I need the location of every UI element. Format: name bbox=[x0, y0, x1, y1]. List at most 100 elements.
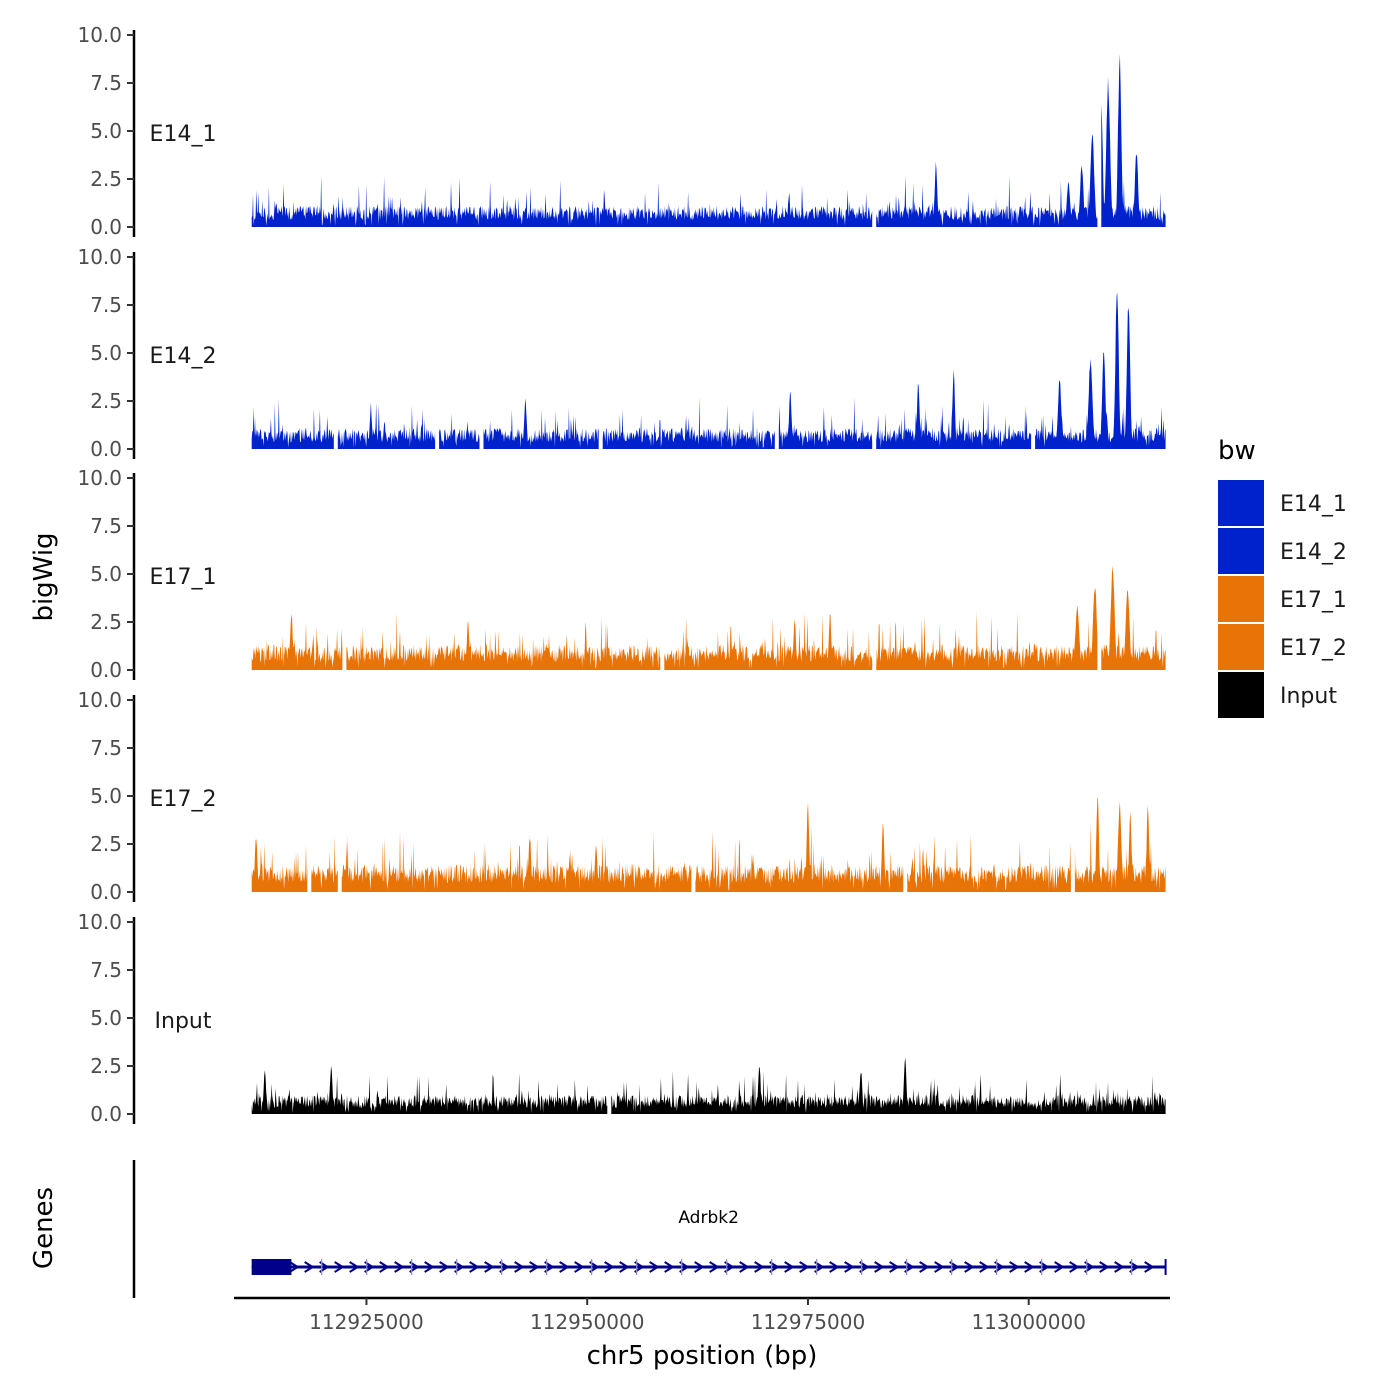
x-tick-label: 113000000 bbox=[971, 1310, 1086, 1334]
track-E17_2: 0.0 2.5 5.0 7.5 10.0 E17_2 bbox=[77, 688, 1166, 904]
y-tick-label: 5.0 bbox=[90, 119, 122, 143]
track-label-Input: Input bbox=[155, 1009, 212, 1034]
strand-arrow bbox=[649, 1261, 659, 1273]
signal-area-Input bbox=[251, 1065, 608, 1114]
x-tick-label: 112950000 bbox=[530, 1310, 645, 1334]
strand-arrow bbox=[1009, 1261, 1019, 1273]
y-tick-label: 5.0 bbox=[90, 784, 122, 808]
x-axis-ticks: 112925000 112950000 112975000 113000000 bbox=[309, 1298, 1086, 1334]
track-label-E14_1: E14_1 bbox=[150, 122, 217, 147]
y-tick-label: 10.0 bbox=[77, 466, 122, 490]
strand-arrow bbox=[799, 1261, 809, 1273]
strand-arrow bbox=[904, 1261, 914, 1273]
strand-arrow bbox=[454, 1261, 464, 1273]
y-tick-label: 2.5 bbox=[90, 832, 122, 856]
strand-arrow bbox=[664, 1261, 674, 1273]
signal-area-E17_2 bbox=[311, 835, 338, 892]
signal-area-E17_1 bbox=[251, 614, 343, 670]
signal-area-E14_1 bbox=[1101, 54, 1166, 227]
strand-arrow bbox=[859, 1261, 869, 1273]
signal-area-Input bbox=[611, 1057, 1166, 1114]
strand-arrow bbox=[334, 1261, 344, 1273]
y-tick-label: 0.0 bbox=[90, 880, 122, 904]
strand-arrow bbox=[709, 1261, 719, 1273]
strand-arrow bbox=[364, 1261, 374, 1273]
strand-arrow bbox=[1024, 1261, 1034, 1273]
gene-label: Adrbk2 bbox=[678, 1208, 739, 1228]
strand-arrow bbox=[439, 1261, 449, 1273]
signal-area-E14_2 bbox=[337, 402, 436, 449]
strand-arrow bbox=[814, 1261, 824, 1273]
x-tick-label: 112925000 bbox=[309, 1310, 424, 1334]
track-label-E14_2: E14_2 bbox=[150, 344, 217, 369]
strand-arrow bbox=[319, 1261, 329, 1273]
signal-area-E14_2 bbox=[483, 398, 599, 449]
legend-label-Input: Input bbox=[1280, 684, 1337, 709]
strand-arrow bbox=[589, 1261, 599, 1273]
track-Input: 0.0 2.5 5.0 7.5 10.0 Input bbox=[77, 910, 1166, 1126]
signal-area-E14_2 bbox=[251, 399, 334, 449]
strand-arrow bbox=[994, 1261, 1004, 1273]
signal-area-E14_2 bbox=[1035, 292, 1166, 449]
strand-arrow bbox=[349, 1261, 359, 1273]
strand-arrow bbox=[1144, 1261, 1154, 1273]
track-E14_1: 0.0 2.5 5.0 7.5 10.0 E14_1 bbox=[77, 23, 1166, 239]
y-tick-label: 7.5 bbox=[90, 71, 122, 95]
strand-arrow bbox=[1114, 1261, 1124, 1273]
signal-area-E14_1 bbox=[876, 134, 1098, 227]
strand-arrow bbox=[469, 1261, 479, 1273]
x-axis-title: chr5 position (bp) bbox=[587, 1341, 818, 1371]
strand-arrow bbox=[1039, 1261, 1049, 1273]
legend-swatch-E17_1 bbox=[1218, 576, 1264, 622]
strand-arrow bbox=[919, 1261, 929, 1273]
strand-arrow bbox=[424, 1261, 434, 1273]
legend-swatch-E14_2 bbox=[1218, 528, 1264, 574]
signal-area-E17_1 bbox=[1101, 565, 1166, 670]
signal-area-E17_2 bbox=[251, 839, 308, 892]
signal-area-E17_1 bbox=[664, 612, 873, 670]
y-tick-label: 0.0 bbox=[90, 215, 122, 239]
signal-area-E17_2 bbox=[1074, 797, 1166, 892]
strand-arrow bbox=[394, 1261, 404, 1273]
track-E17_1: 0.0 2.5 5.0 7.5 10.0 E17_1 bbox=[77, 466, 1166, 682]
strand-arrow bbox=[1054, 1261, 1064, 1273]
legend-label-E14_1: E14_1 bbox=[1280, 492, 1347, 517]
y-tick-label: 5.0 bbox=[90, 1006, 122, 1030]
strand-arrow bbox=[1069, 1261, 1079, 1273]
signal-area-E17_1 bbox=[346, 611, 661, 670]
strand-arrow bbox=[874, 1261, 884, 1273]
y-tick-label: 7.5 bbox=[90, 736, 122, 760]
y-tick-label: 0.0 bbox=[90, 1102, 122, 1126]
legend-label-E17_1: E17_1 bbox=[1280, 588, 1347, 613]
signal-area-E17_1 bbox=[876, 587, 1098, 670]
strand-arrow bbox=[484, 1261, 494, 1273]
strand-arrow bbox=[409, 1261, 419, 1273]
strand-arrow bbox=[769, 1261, 779, 1273]
y-tick-label: 10.0 bbox=[77, 910, 122, 934]
strand-arrow bbox=[784, 1261, 794, 1273]
strand-arrow bbox=[679, 1261, 689, 1273]
strand-arrow bbox=[304, 1261, 314, 1273]
strand-arrow bbox=[889, 1261, 899, 1273]
signal-area-E14_2 bbox=[876, 369, 1032, 449]
legend: bw E14_1 E14_2 E17_1 E17_2 Input bbox=[1218, 436, 1347, 718]
legend-swatch-E14_1 bbox=[1218, 480, 1264, 526]
y-tick-label: 2.5 bbox=[90, 167, 122, 191]
strand-arrow bbox=[529, 1261, 539, 1273]
strand-arrow bbox=[1099, 1261, 1109, 1273]
y-tick-label: 2.5 bbox=[90, 389, 122, 413]
y-tick-label: 10.0 bbox=[77, 245, 122, 269]
signal-area-E17_2 bbox=[907, 834, 1071, 892]
strand-arrow bbox=[934, 1261, 944, 1273]
y-tick-label: 2.5 bbox=[90, 1054, 122, 1078]
y-tick-label: 7.5 bbox=[90, 293, 122, 317]
strand-arrow bbox=[379, 1261, 389, 1273]
strand-arrow bbox=[559, 1261, 569, 1273]
legend-swatch-Input bbox=[1218, 672, 1264, 718]
signal-area-E14_2 bbox=[439, 413, 480, 449]
strand-arrow bbox=[574, 1261, 584, 1273]
strand-arrow bbox=[724, 1261, 734, 1273]
strand-arrow bbox=[1084, 1261, 1094, 1273]
strand-arrow bbox=[829, 1261, 839, 1273]
y-tick-label: 2.5 bbox=[90, 610, 122, 634]
